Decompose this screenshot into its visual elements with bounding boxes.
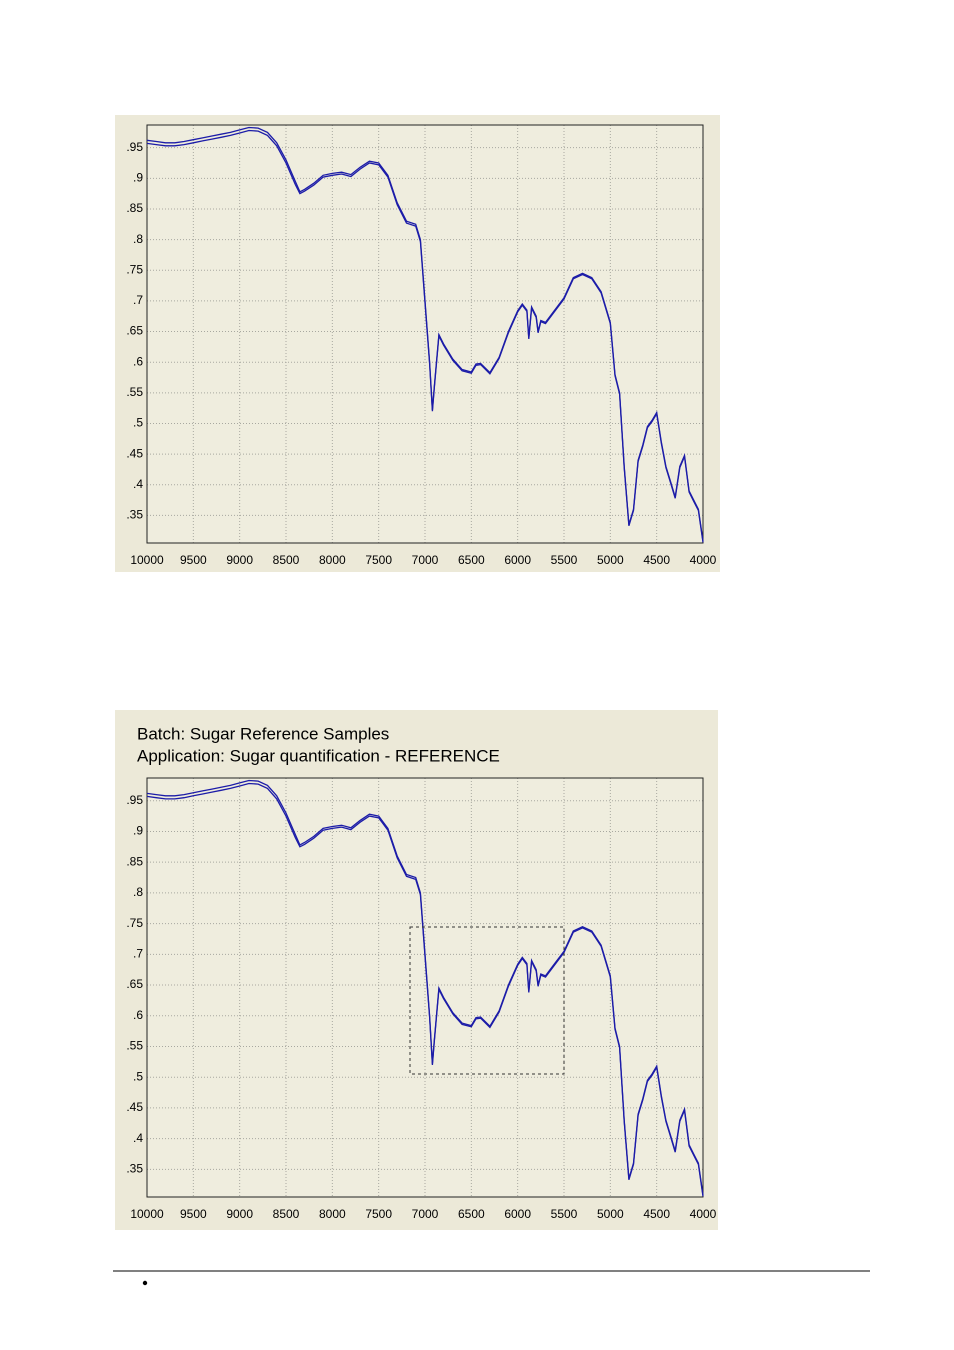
x-tick-label: 10000 bbox=[130, 1207, 164, 1221]
chart-title: Batch: Sugar Reference Samples bbox=[137, 724, 389, 743]
spectrum-line bbox=[146, 782, 704, 1197]
x-tick-label: 9000 bbox=[226, 1207, 253, 1221]
y-tick-label: .85 bbox=[126, 201, 143, 215]
y-tick-label: .75 bbox=[126, 262, 143, 276]
y-tick-label: .55 bbox=[126, 1039, 143, 1053]
y-tick-label: .6 bbox=[133, 354, 143, 368]
x-tick-label: 6500 bbox=[458, 1207, 485, 1221]
spectrum-line bbox=[146, 129, 704, 543]
x-tick-label: 4500 bbox=[643, 1207, 670, 1221]
x-tick-label: 6000 bbox=[504, 1207, 531, 1221]
x-tick-label: 8000 bbox=[319, 553, 346, 567]
y-tick-label: .35 bbox=[126, 1162, 143, 1176]
y-tick-label: .4 bbox=[133, 477, 143, 491]
x-tick-label: 5500 bbox=[551, 1207, 578, 1221]
x-tick-label: 4000 bbox=[690, 1207, 717, 1221]
plot-border bbox=[146, 777, 704, 1198]
plot-area bbox=[147, 125, 703, 543]
y-tick-label: .9 bbox=[133, 170, 143, 184]
x-tick-label: 5500 bbox=[551, 553, 578, 567]
y-tick-label: .95 bbox=[126, 140, 143, 154]
chart-subtitle: Application: Sugar quantification - REFE… bbox=[137, 746, 500, 765]
y-tick-label: .75 bbox=[126, 916, 143, 930]
x-tick-label: 5000 bbox=[597, 553, 624, 567]
y-tick-label: .7 bbox=[133, 946, 143, 960]
x-tick-label: 6500 bbox=[458, 553, 485, 567]
y-tick-label: .8 bbox=[133, 885, 143, 899]
x-tick-label: 8500 bbox=[273, 553, 300, 567]
x-tick-label: 10000 bbox=[130, 553, 164, 567]
x-tick-label: 8500 bbox=[273, 1207, 300, 1221]
y-tick-label: .7 bbox=[133, 293, 143, 307]
x-tick-label: 9500 bbox=[180, 1207, 207, 1221]
bullet bbox=[142, 1280, 148, 1286]
x-tick-label: 7000 bbox=[412, 553, 439, 567]
y-tick-label: .65 bbox=[126, 324, 143, 338]
x-tick-label: 8000 bbox=[319, 1207, 346, 1221]
x-tick-label: 4000 bbox=[690, 553, 717, 567]
y-tick-label: .8 bbox=[133, 232, 143, 246]
x-tick-label: 6000 bbox=[504, 553, 531, 567]
y-tick-label: .9 bbox=[133, 824, 143, 838]
x-tick-label: 9000 bbox=[226, 553, 253, 567]
plot-border bbox=[146, 124, 704, 544]
y-tick-label: .45 bbox=[126, 446, 143, 460]
y-tick-label: .55 bbox=[126, 385, 143, 399]
y-tick-label: .65 bbox=[126, 977, 143, 991]
x-tick-label: 5000 bbox=[597, 1207, 624, 1221]
y-tick-label: .5 bbox=[133, 416, 143, 430]
x-tick-label: 7000 bbox=[412, 1207, 439, 1221]
y-tick-label: .4 bbox=[133, 1131, 143, 1145]
x-tick-label: 7500 bbox=[365, 553, 392, 567]
y-tick-label: .35 bbox=[126, 508, 143, 522]
y-tick-label: .85 bbox=[126, 854, 143, 868]
x-tick-label: 9500 bbox=[180, 553, 207, 567]
y-tick-label: .6 bbox=[133, 1008, 143, 1022]
y-tick-label: .45 bbox=[126, 1100, 143, 1114]
x-tick-label: 4500 bbox=[643, 553, 670, 567]
x-tick-label: 7500 bbox=[365, 1207, 392, 1221]
y-tick-label: .5 bbox=[133, 1069, 143, 1083]
plot-area bbox=[147, 778, 703, 1197]
zoom-selection bbox=[409, 926, 565, 1075]
charts: .35 .4 .45 .5 .55 .6 .65 .7 .75 .8 .85 .9 .95 10000 95… bbox=[126, 124, 717, 1221]
y-tick-label: .95 bbox=[126, 793, 143, 807]
